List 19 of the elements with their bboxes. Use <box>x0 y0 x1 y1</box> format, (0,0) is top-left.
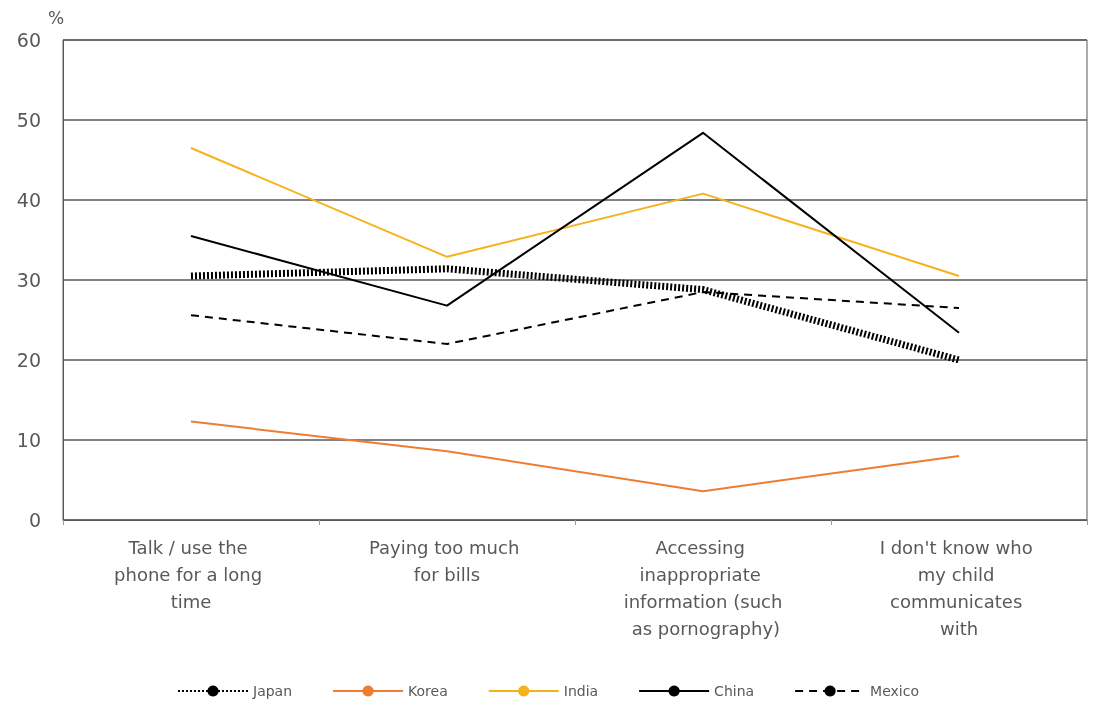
x-tick-label: I don't know who my child communicates with <box>879 537 1039 639</box>
y-tick-label: 30 <box>16 269 41 291</box>
y-tick-label: 0 <box>28 509 41 531</box>
y-tick-label: 10 <box>16 429 41 451</box>
x-tick-label: Talk / use the phone for a long time <box>114 537 268 612</box>
y-tick-label: 50 <box>16 109 41 131</box>
x-tick-label: Paying too much for bills <box>368 537 526 585</box>
line-series <box>190 420 960 493</box>
x-tick-label: Accessing inappropriate information (such as pornography) <box>623 537 783 639</box>
legend-label: Mexico <box>870 683 919 699</box>
y-tick-label: 60 <box>16 29 41 51</box>
y-tick-label: 40 <box>16 189 41 211</box>
legend-label: China <box>714 683 755 699</box>
y-axis-title: % <box>48 7 65 28</box>
legend-label: India <box>563 683 599 699</box>
legend-label: Korea <box>408 683 448 699</box>
line-series <box>190 147 960 277</box>
legend-label: Japan <box>252 683 293 699</box>
y-tick-label: 20 <box>16 349 41 371</box>
